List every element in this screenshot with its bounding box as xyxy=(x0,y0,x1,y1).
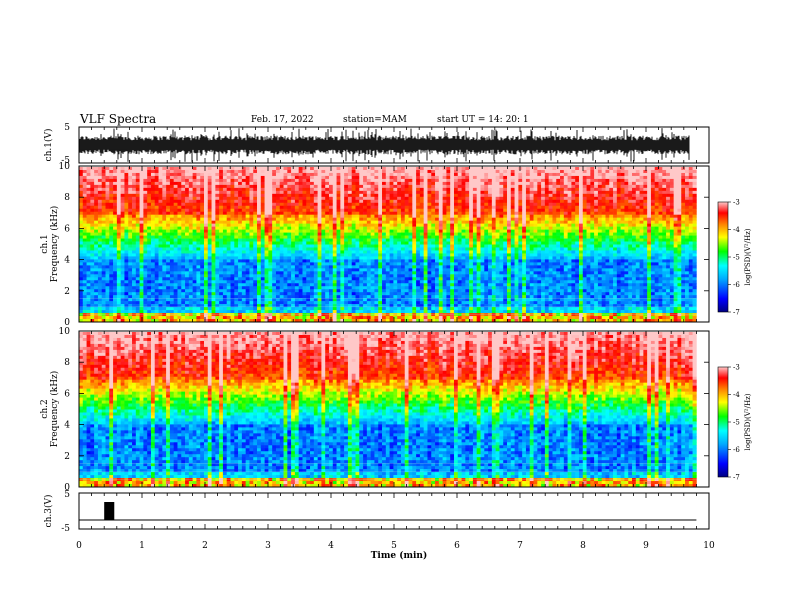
ch1-colorbar-label: log(PSD)(V²/Hz) xyxy=(744,228,752,285)
x-tick-label: 8 xyxy=(580,541,586,551)
colorbar-tick-label: -4 xyxy=(733,226,740,234)
x-tick-label: 2 xyxy=(202,541,208,551)
colorbar-tick-label: -4 xyxy=(733,391,740,399)
x-tick-label: 1 xyxy=(139,541,145,551)
ch3-waveform-panel: 5 -5 ch.3(V) xyxy=(43,490,710,534)
freq-tick-label: 4 xyxy=(64,256,70,266)
ch2-colorbar xyxy=(717,366,729,478)
colorbar-tick-label: -7 xyxy=(733,474,740,482)
colorbar-tick-label: -3 xyxy=(733,199,740,207)
ch3-ytick-top: 5 xyxy=(64,490,70,500)
ch1-waveform-trace xyxy=(79,128,690,162)
x-tick-label: 3 xyxy=(265,541,271,551)
ch2-channel-label: ch.2 xyxy=(40,399,50,418)
ch1-ytick-top: 5 xyxy=(64,123,70,133)
freq-tick-label: 0 xyxy=(64,318,70,328)
ch2-frequency-label: Frequency (kHz) xyxy=(49,371,60,448)
ch2-colorbar-label: log(PSD)(V²/Hz) xyxy=(744,393,752,450)
freq-tick-label: 8 xyxy=(64,193,70,203)
ch1-frequency-label: Frequency (kHz) xyxy=(49,206,60,283)
ch1-spectrogram-image xyxy=(79,167,697,323)
colorbar-tick-label: -7 xyxy=(733,309,740,317)
x-tick-label: 4 xyxy=(328,541,334,551)
x-tick-label: 9 xyxy=(643,541,649,551)
freq-tick-label: 10 xyxy=(59,327,71,337)
station-label: station=MAM xyxy=(343,115,407,125)
ch1-ytick-bottom: -5 xyxy=(61,156,70,166)
colorbar-tick-label: -6 xyxy=(733,281,740,289)
date-label: Feb. 17, 2022 xyxy=(251,115,314,125)
x-tick-label: 7 xyxy=(517,541,523,551)
freq-tick-label: 4 xyxy=(64,421,70,431)
ch1-ylabel: ch.1(V) xyxy=(43,129,54,162)
ch1-waveform-panel: 5 -5 ch.1(V) xyxy=(43,123,710,166)
ch1-channel-label: ch.1 xyxy=(40,234,50,253)
colorbar-tick-label: -5 xyxy=(733,419,740,427)
x-tick-label: 0 xyxy=(76,541,82,551)
x-tick-label: 5 xyxy=(391,541,397,551)
colorbar-tick-label: -3 xyxy=(733,364,740,372)
ch3-pulse xyxy=(104,502,115,520)
chart-title: VLF Spectra xyxy=(80,112,157,126)
freq-tick-label: 0 xyxy=(64,483,70,493)
ch3-ylabel: ch.3(V) xyxy=(43,495,54,528)
x-tick-label: 6 xyxy=(454,541,460,551)
colorbar-tick-label: -6 xyxy=(733,446,740,454)
freq-tick-label: 10 xyxy=(59,162,71,172)
x-tick-label: 10 xyxy=(703,541,715,551)
freq-tick-label: 8 xyxy=(64,358,70,368)
freq-tick-label: 2 xyxy=(64,452,70,462)
colorbar-tick-label: -5 xyxy=(733,254,740,262)
freq-tick-label: 6 xyxy=(64,224,70,234)
freq-tick-label: 2 xyxy=(64,287,70,297)
ch2-spectrogram-image xyxy=(79,332,697,488)
ch3-ytick-bottom: -5 xyxy=(61,524,70,534)
freq-tick-label: 6 xyxy=(64,389,70,399)
ch1-colorbar xyxy=(717,201,729,313)
start-time-label: start UT = 14: 20: 1 xyxy=(437,115,529,125)
x-axis-label: Time (min) xyxy=(371,550,428,561)
ch3-waveform-frame xyxy=(78,492,710,530)
x-axis-tick-labels: 0 1 2 3 4 5 6 7 8 9 10 xyxy=(76,541,715,551)
